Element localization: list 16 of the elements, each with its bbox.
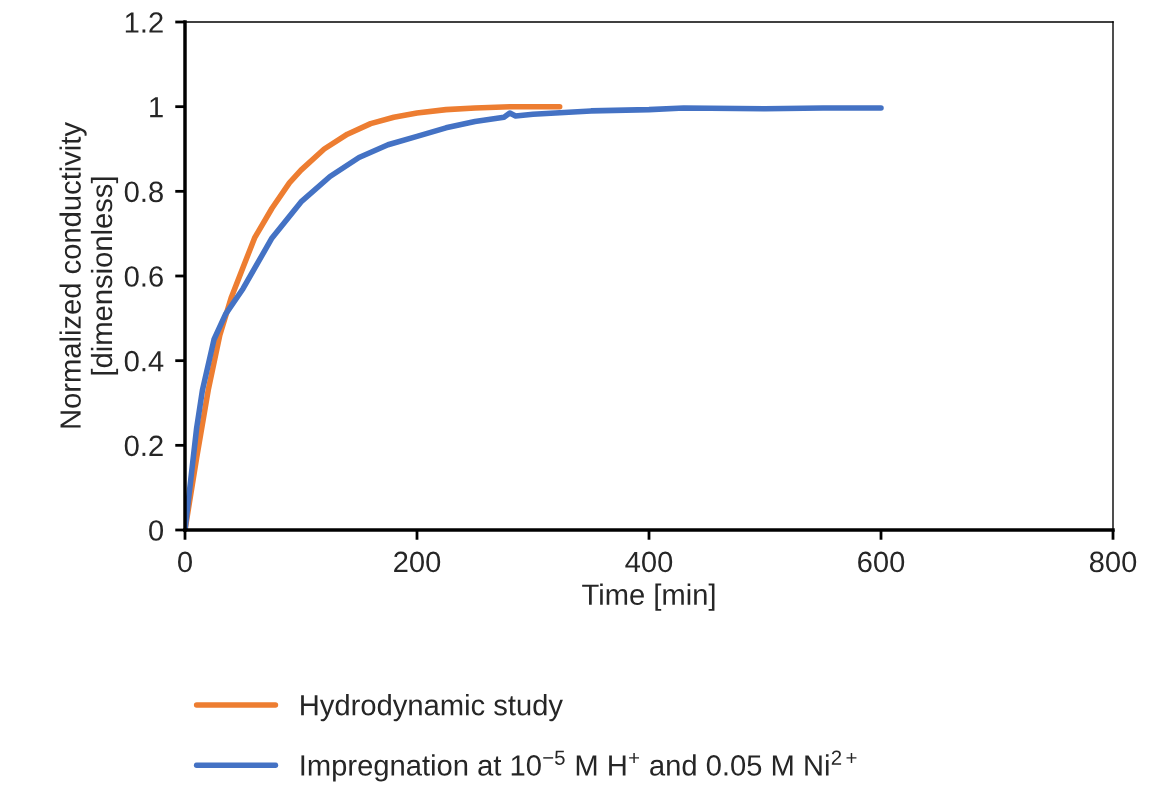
y-tick-label: 0.8: [124, 181, 163, 203]
x-tick-label: 600: [858, 551, 905, 573]
x-tick-label: 0: [178, 551, 192, 573]
x-tick-label: 400: [625, 551, 673, 573]
x-tick-label: 200: [394, 551, 441, 573]
x-axis-title: Time [min]: [582, 583, 715, 611]
legend-label: Hydrodynamic study: [301, 694, 563, 722]
y-tick-label: 0.6: [124, 266, 163, 287]
x-tick-label: 800: [1089, 551, 1137, 573]
y-tick-label: 0.2: [124, 435, 163, 457]
y-axis-title: Normalized conductivity [dimensionless]: [59, 122, 119, 428]
y-tick-label: 1: [150, 97, 163, 118]
y-tick-label: 0.4: [124, 350, 164, 372]
y-tick-label: 0: [149, 520, 164, 541]
legend-label: Impregnation at 10$^{−5}$ M H$^{+}$ and 0.05 M Ni$^{2+}$: [301, 750, 857, 782]
y-tick-label: 1.2: [125, 12, 163, 33]
